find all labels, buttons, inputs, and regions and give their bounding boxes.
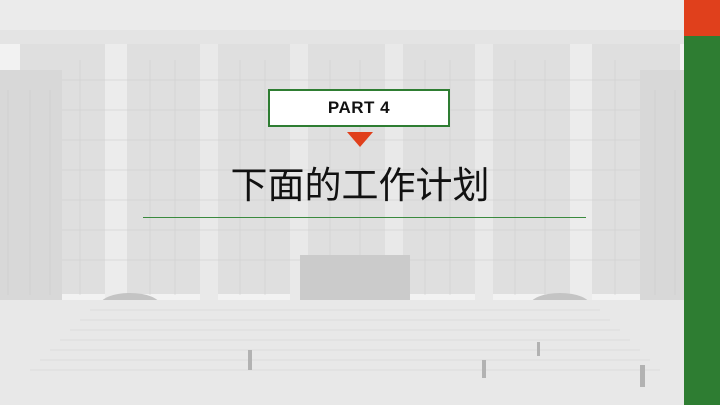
red-accent-bar	[684, 0, 720, 36]
green-accent-bar	[684, 36, 720, 405]
triangle-pointer-icon	[347, 132, 373, 147]
part-label: PART 4	[327, 98, 391, 117]
part-label-box: PART 4	[268, 89, 450, 127]
title-underline	[143, 217, 586, 218]
slide-title: 下面的工作计划	[230, 164, 490, 207]
